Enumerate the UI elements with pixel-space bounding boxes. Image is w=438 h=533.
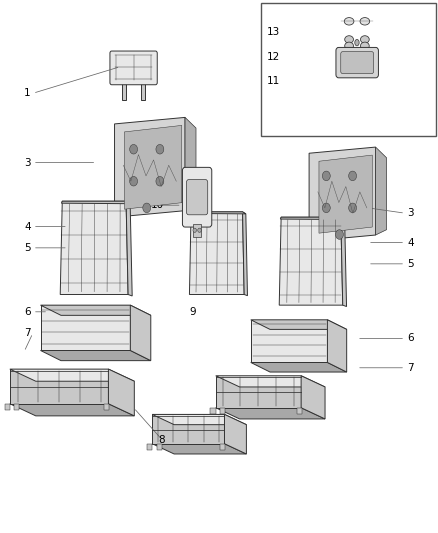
FancyBboxPatch shape [336, 47, 378, 78]
Polygon shape [10, 369, 134, 381]
Bar [147, 443, 152, 450]
Ellipse shape [156, 144, 164, 154]
FancyBboxPatch shape [333, 71, 376, 101]
Bar [261, 3, 436, 136]
Text: 8: 8 [159, 435, 166, 445]
Text: 5: 5 [407, 259, 414, 269]
Ellipse shape [349, 171, 357, 181]
Text: 3: 3 [407, 208, 414, 218]
Bar [156, 443, 162, 450]
Ellipse shape [130, 176, 138, 186]
Bar [104, 404, 109, 410]
Polygon shape [41, 305, 131, 351]
Ellipse shape [349, 203, 357, 213]
Polygon shape [309, 147, 376, 241]
Polygon shape [341, 217, 346, 306]
Text: 12: 12 [267, 52, 280, 62]
Bar [141, 83, 145, 100]
Polygon shape [152, 443, 247, 454]
FancyBboxPatch shape [341, 52, 374, 74]
FancyBboxPatch shape [110, 51, 157, 85]
Ellipse shape [344, 18, 354, 25]
Polygon shape [279, 217, 343, 305]
Text: 7: 7 [407, 363, 414, 373]
Bar [5, 404, 10, 410]
Polygon shape [60, 201, 128, 294]
Bar [362, 99, 365, 114]
Ellipse shape [336, 230, 343, 239]
Ellipse shape [345, 36, 353, 43]
Polygon shape [215, 376, 325, 387]
Ellipse shape [130, 144, 138, 154]
Ellipse shape [345, 42, 353, 50]
Ellipse shape [360, 42, 369, 50]
FancyBboxPatch shape [182, 167, 212, 227]
Bar [220, 408, 225, 414]
Polygon shape [10, 404, 134, 416]
Ellipse shape [355, 39, 359, 46]
Polygon shape [124, 125, 182, 209]
Polygon shape [189, 212, 244, 294]
Polygon shape [251, 320, 328, 362]
Ellipse shape [360, 18, 370, 25]
Text: 13: 13 [267, 27, 280, 37]
Bar [345, 99, 348, 114]
Text: 6: 6 [24, 307, 31, 317]
Text: 5: 5 [24, 243, 31, 253]
Bar [341, 104, 344, 117]
FancyBboxPatch shape [330, 79, 371, 106]
Ellipse shape [156, 176, 164, 186]
Polygon shape [376, 147, 387, 235]
Polygon shape [301, 376, 325, 419]
Ellipse shape [198, 228, 201, 232]
Polygon shape [215, 408, 325, 419]
Polygon shape [185, 117, 196, 211]
Polygon shape [131, 305, 151, 361]
Ellipse shape [143, 203, 151, 213]
Polygon shape [10, 369, 109, 404]
Polygon shape [319, 155, 372, 233]
Polygon shape [224, 415, 247, 454]
Ellipse shape [360, 36, 369, 43]
Bar [14, 404, 20, 410]
FancyBboxPatch shape [187, 180, 208, 215]
Polygon shape [115, 117, 185, 217]
Polygon shape [41, 305, 151, 316]
Polygon shape [215, 376, 301, 408]
Polygon shape [243, 212, 247, 296]
Text: 1: 1 [407, 94, 414, 103]
Text: 10: 10 [151, 200, 164, 210]
Text: 9: 9 [189, 307, 196, 317]
Polygon shape [126, 201, 132, 296]
Text: 1: 1 [24, 88, 31, 98]
Polygon shape [328, 320, 347, 372]
Polygon shape [152, 415, 224, 443]
Text: 11: 11 [267, 76, 280, 86]
Polygon shape [41, 351, 151, 361]
Ellipse shape [193, 228, 196, 232]
Bar [194, 224, 201, 237]
Text: 7: 7 [24, 328, 31, 338]
Polygon shape [61, 201, 130, 204]
Bar [210, 408, 215, 414]
Bar [220, 443, 225, 450]
Text: 4: 4 [24, 222, 31, 231]
Polygon shape [152, 415, 247, 425]
Text: 4: 4 [407, 238, 414, 247]
Polygon shape [191, 212, 246, 214]
Bar [297, 408, 302, 414]
Bar [122, 83, 126, 100]
Polygon shape [280, 217, 345, 220]
Text: 3: 3 [24, 158, 31, 167]
Polygon shape [251, 362, 347, 372]
Polygon shape [109, 369, 134, 416]
Ellipse shape [322, 171, 330, 181]
Bar [357, 104, 360, 117]
Ellipse shape [322, 203, 330, 213]
Text: 6: 6 [407, 334, 414, 343]
Polygon shape [251, 320, 347, 329]
